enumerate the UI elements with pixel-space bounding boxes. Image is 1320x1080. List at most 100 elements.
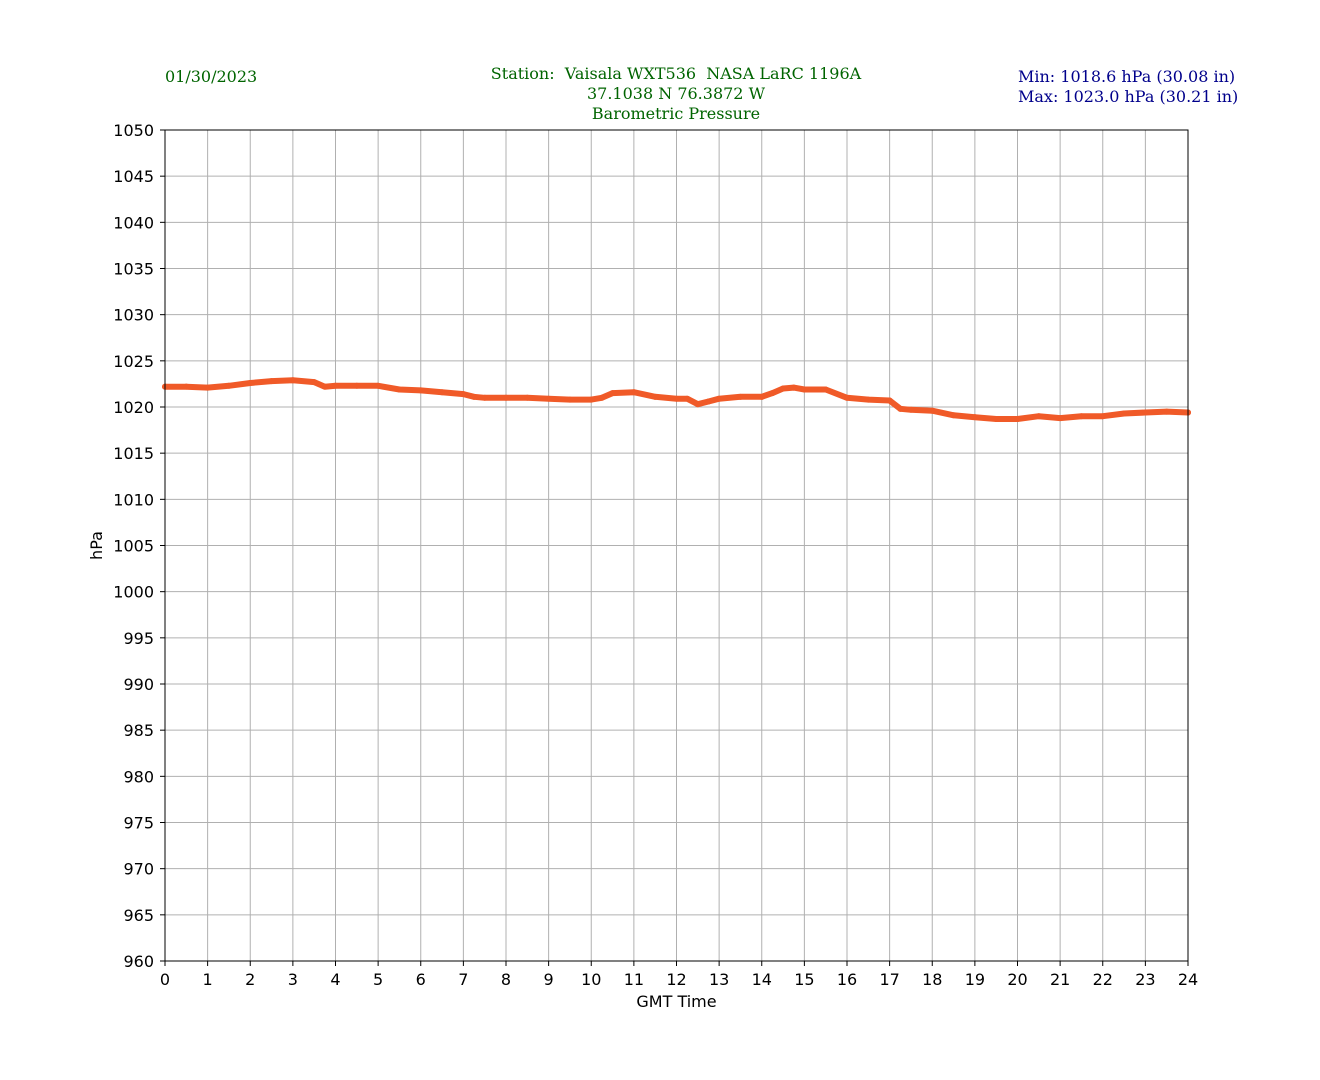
pressure-data-point [716,395,723,402]
pressure-data-point [822,386,829,393]
tick-labels: 0 1 2 3 4 5 6 7 8 9 10 11 12 13 14 15 16 17 18 19 20 21 22 23 24… [113,121,1198,989]
pressure-data-point [1099,413,1106,420]
y-tick-label: 970 [123,860,154,879]
y-tick-label: 1025 [113,352,154,371]
y-tick-label: 1050 [113,121,154,140]
pressure-data-point [460,391,467,398]
pressure-data-point [204,384,211,391]
y-tick-label: 975 [123,814,154,833]
x-tick-label: 15 [794,970,814,989]
y-tick-label: 965 [123,906,154,925]
min-max-block: Min: 1018.6 hPa (30.08 in) Max: 1023.0 h… [1018,67,1238,107]
y-tick-label: 990 [123,675,154,694]
pressure-data-point [886,397,893,404]
y-tick-label: 1040 [113,213,154,232]
pressure-data-point [630,389,637,396]
x-tick-label: 14 [752,970,772,989]
pressure-data-point [396,386,403,393]
pressure-data-point [1035,413,1042,420]
pressure-data-point [929,407,936,414]
y-tick-label: 1020 [113,398,154,417]
pressure-data-point [268,378,275,385]
x-tick-label: 11 [624,970,644,989]
pressure-data-point [598,394,605,401]
chart-title: Barometric Pressure [591,104,761,123]
pressure-data-point [247,379,254,386]
pressure-data-point [225,382,232,389]
x-tick-label: 6 [416,970,426,989]
x-tick-label: 19 [965,970,985,989]
x-tick-label: 12 [666,970,686,989]
tick-marks [160,129,1189,966]
x-tick-label: 2 [245,970,255,989]
pressure-data-point [588,396,595,403]
pressure-data-point [1142,409,1149,416]
series-group [162,377,1191,423]
pressure-data-point [907,406,914,413]
pressure-data-point [1057,415,1064,422]
pressure-data-point [652,393,659,400]
x-tick-label: 5 [373,970,383,989]
x-tick-label: 9 [544,970,554,989]
max-value: Max: 1023.0 hPa (30.21 in) [1018,87,1239,106]
pressure-data-point [694,401,701,408]
pressure-data-point [545,395,552,402]
pressure-data-point [289,377,296,384]
pressure-data-point [332,382,339,389]
y-tick-label: 1045 [113,167,154,186]
pressure-data-point [801,386,808,393]
pressure-data-point [780,385,787,392]
pressure-data-point [897,405,904,412]
y-tick-label: 980 [123,767,154,786]
pressure-data-point [758,393,765,400]
pressure-data-point [566,396,573,403]
x-tick-label: 10 [581,970,601,989]
pressure-data-point [1014,416,1021,423]
pressure-data-point [1121,410,1128,417]
x-tick-label: 20 [1007,970,1027,989]
pressure-data-point [311,379,318,386]
y-tick-label: 1015 [113,444,154,463]
pressure-data-point [950,412,957,419]
pressure-data-point [353,382,360,389]
x-tick-label: 0 [160,970,170,989]
y-tick-label: 995 [123,629,154,648]
pressure-data-point [439,389,446,396]
y-tick-label: 985 [123,721,154,740]
pressure-data-point [1163,408,1170,415]
x-tick-label: 18 [922,970,942,989]
x-tick-label: 16 [837,970,857,989]
x-tick-label: 3 [288,970,298,989]
y-axis-label: hPa [87,531,106,560]
pressure-data-point [503,394,509,401]
x-tick-label: 21 [1050,970,1070,989]
x-tick-label: 7 [458,970,468,989]
x-tick-label: 23 [1135,970,1155,989]
pressure-data-point [844,394,850,401]
y-tick-label: 1030 [113,306,154,325]
y-tick-label: 1005 [113,537,154,556]
pressure-data-point [1078,413,1085,420]
pressure-data-point [737,393,744,400]
pressure-data-point [705,398,712,405]
pressure-data-point [865,396,872,403]
pressure-data-point [673,395,680,402]
x-tick-label: 8 [501,970,511,989]
y-tick-label: 1035 [113,260,154,279]
pressure-data-point [524,394,531,401]
station-line: Station: Vaisala WXT536 NASA LaRC 1196A [490,64,862,83]
coordinates-line: 37.1038 N 76.3872 W [586,84,766,103]
x-tick-label: 13 [709,970,729,989]
pressure-data-point [471,393,478,400]
x-tick-label: 24 [1178,970,1198,989]
pressure-data-point [609,390,616,397]
date-label: 01/30/2023 [165,67,258,86]
pressure-data-point [971,414,978,421]
x-tick-label: 17 [879,970,899,989]
y-tick-label: 960 [123,952,154,971]
pressure-data-point [481,394,488,401]
pressure-data-point [769,390,776,397]
pressure-data-point [993,416,1000,423]
x-tick-label: 4 [330,970,340,989]
